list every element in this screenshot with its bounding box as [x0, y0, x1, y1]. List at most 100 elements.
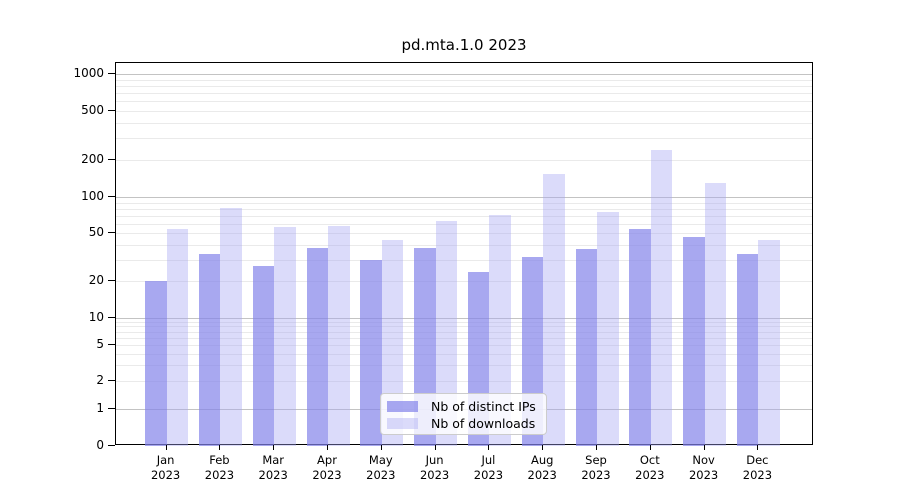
x-tick-label-aug: Aug 2023: [512, 453, 572, 482]
y-gridline-80: [116, 208, 812, 210]
x-tick-label-oct: Oct 2023: [620, 453, 680, 482]
x-tick-month: Aug: [530, 453, 554, 467]
y-gridline-10: [116, 317, 812, 319]
bar-distinct-ips-apr: [306, 247, 328, 446]
bar-downloads-mar: [274, 226, 296, 446]
x-tick-mark-sep: [596, 445, 597, 450]
y-tick-label-200: 200: [81, 152, 104, 167]
bar-downloads-feb: [220, 208, 242, 446]
x-tick-month: Jan: [156, 453, 175, 467]
y-gridline-6: [116, 337, 812, 339]
y-tick-label-20: 20: [88, 273, 104, 288]
bar-downloads-apr: [328, 225, 350, 446]
x-tick-label-sep: Sep 2023: [566, 453, 626, 482]
x-tick-label-apr: Apr 2023: [297, 453, 357, 482]
x-tick-mark-jan: [165, 445, 167, 450]
x-tick-mark-dec: [757, 445, 759, 450]
x-tick-label-dec: Dec 2023: [727, 453, 787, 482]
x-tick-month: Sep: [585, 453, 607, 467]
x-tick-year: 2023: [258, 467, 288, 482]
y-tick-mark-200: [108, 159, 115, 161]
y-tick-label-2: 2: [96, 373, 104, 388]
y-tick-mark-100: [108, 196, 115, 198]
x-tick-year: 2023: [312, 467, 342, 482]
y-tick-label-50: 50: [88, 225, 104, 240]
x-tick-label-nov: Nov 2023: [674, 453, 734, 482]
bar-downloads-aug: [543, 173, 565, 446]
legend-label-distinct-ips: Nb of distinct IPs: [431, 399, 536, 414]
x-tick-mark-jul: [488, 445, 490, 450]
x-tick-year: 2023: [742, 467, 773, 482]
bar-distinct-ips-nov: [683, 236, 705, 446]
legend-item-downloads: Nb of downloads: [387, 415, 540, 432]
legend-label-downloads: Nb of downloads: [431, 416, 536, 431]
x-tick-label-jun: Jun 2023: [405, 453, 465, 482]
y-tick-label-10: 10: [88, 309, 104, 324]
y-gridline-600: [116, 101, 812, 103]
x-tick-month: Mar: [262, 453, 285, 467]
bar-distinct-ips-jan: [145, 281, 167, 446]
bar-distinct-ips-dec: [736, 253, 759, 446]
x-tick-mark-nov: [703, 445, 705, 450]
x-tick-month: Feb: [209, 453, 230, 467]
bar-downloads-sep: [597, 212, 619, 446]
x-tick-year: 2023: [527, 467, 557, 482]
y-gridline-300: [116, 138, 812, 140]
bars-layer: [116, 63, 812, 446]
bar-downloads-jul: [489, 215, 511, 446]
x-tick-year: 2023: [581, 467, 611, 482]
y-gridline-90: [116, 202, 812, 204]
y-tick-mark-5: [108, 344, 115, 346]
bar-distinct-ips-feb: [198, 253, 221, 446]
x-tick-month: Nov: [692, 453, 715, 467]
x-tick-month: Jun: [425, 453, 444, 467]
y-gridline-50: [116, 233, 812, 235]
x-tick-mark-apr: [327, 445, 328, 450]
y-tick-mark-0: [108, 444, 115, 446]
bar-distinct-ips-oct: [629, 228, 651, 446]
gridlines-layer: [116, 63, 812, 444]
y-tick-label-1000: 1000: [73, 66, 104, 80]
y-tick-mark-10: [108, 316, 115, 318]
x-tick-label-may: May 2023: [351, 453, 411, 482]
x-tick-year: 2023: [366, 467, 396, 482]
y-tick-label-500: 500: [81, 103, 104, 118]
y-gridline-8: [116, 326, 812, 328]
y-tick-label-100: 100: [81, 189, 104, 204]
y-gridline-700: [116, 93, 812, 95]
bar-downloads-jan: [166, 229, 189, 446]
x-tick-mark-mar: [273, 445, 275, 450]
y-gridline-70: [116, 215, 812, 217]
y-gridline-900: [116, 79, 812, 81]
y-gridline-200: [116, 160, 812, 162]
x-tick-label-feb: Feb 2023: [189, 453, 249, 482]
y-gridline-400: [116, 123, 812, 125]
x-tick-year: 2023: [204, 467, 235, 482]
y-tick-mark-20: [108, 280, 115, 282]
y-tick-mark-2: [108, 380, 115, 382]
x-tick-month: Apr: [317, 453, 337, 467]
x-tick-label-jan: Jan 2023: [136, 453, 196, 482]
x-tick-year: 2023: [150, 467, 181, 482]
y-tick-mark-1: [108, 408, 115, 409]
y-gridline-7: [116, 331, 812, 333]
x-tick-year: 2023: [419, 467, 450, 482]
legend-item-distinct-ips: Nb of distinct IPs: [387, 398, 540, 415]
bar-distinct-ips-may: [360, 260, 382, 446]
x-tick-label-jul: Jul 2023: [458, 453, 518, 482]
x-tick-year: 2023: [473, 467, 504, 482]
legend: Nb of distinct IPs Nb of downloads: [380, 393, 547, 435]
y-gridline-100: [116, 197, 812, 199]
x-tick-label-mar: Mar 2023: [243, 453, 303, 482]
y-gridline-500: [116, 111, 812, 113]
y-gridline-20: [116, 281, 812, 283]
bar-distinct-ips-mar: [252, 265, 275, 446]
x-tick-year: 2023: [635, 467, 665, 482]
y-gridline-60: [116, 223, 812, 225]
y-tick-mark-50: [108, 232, 115, 234]
y-gridline-2: [116, 381, 812, 383]
y-gridline-9: [116, 321, 812, 323]
y-gridline-800: [116, 85, 812, 87]
x-tick-month: Jul: [481, 453, 496, 467]
